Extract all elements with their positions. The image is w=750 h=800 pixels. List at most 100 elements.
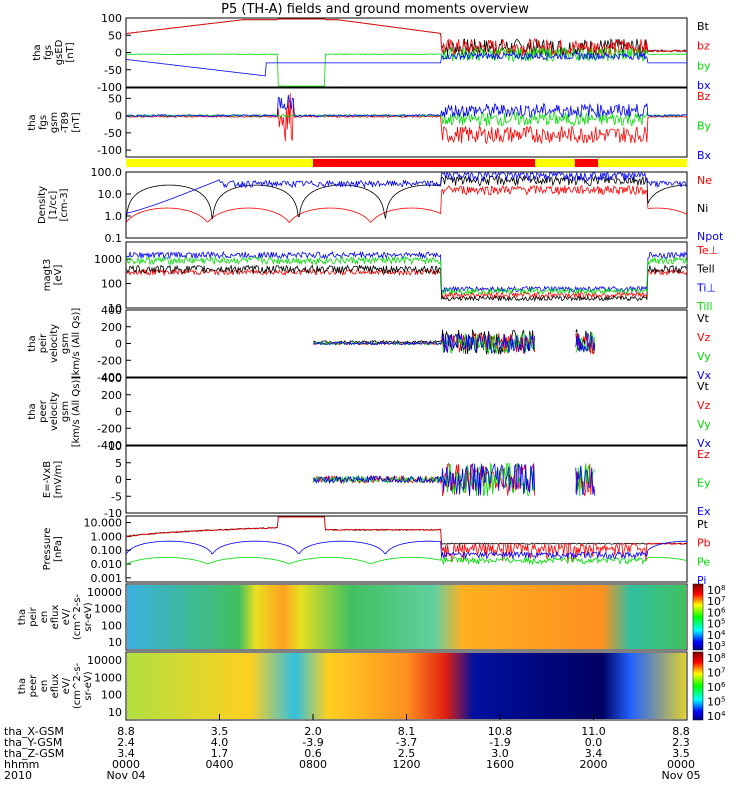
legend-bx: Bx xyxy=(697,149,712,162)
series-bx xyxy=(125,94,688,119)
y-tick-label: 400 xyxy=(101,304,122,317)
chart-title: P5 (TH-A) fields and ground moments over… xyxy=(221,2,529,17)
y-axis-label: [km/s (All Qs)] xyxy=(71,376,82,448)
x-tick-label: 2.0 xyxy=(304,725,322,738)
y-axis-label: velocity xyxy=(49,392,60,431)
legend-vt: Vt xyxy=(697,312,710,325)
y-tick-label: 0.1 xyxy=(105,232,123,245)
y-tick-label: -400 xyxy=(97,371,122,384)
x-tick-label: 8.8 xyxy=(672,725,690,738)
legend-by: By xyxy=(697,120,712,133)
x-tick-label: 3.5 xyxy=(672,747,690,760)
y-axis-label: fgs xyxy=(43,45,54,60)
x-row-label: tha_X-GSM xyxy=(4,725,64,738)
region-segment xyxy=(535,159,575,167)
series-vx xyxy=(313,333,596,354)
y-tick-label: 0.100 xyxy=(91,544,123,557)
series-npot xyxy=(125,171,688,214)
y-tick-label: 10000 xyxy=(87,586,122,599)
x-row-label: tha_Y-GSM xyxy=(4,736,62,749)
legend-ti: Ti⊥ xyxy=(696,281,716,294)
x-tick-label: 8.1 xyxy=(398,725,416,738)
series-ey xyxy=(312,462,596,497)
colorbar-label: 108 xyxy=(707,584,725,597)
x-tick-label: 1600 xyxy=(486,758,514,771)
panel-frame xyxy=(125,241,688,309)
y-tick-label: -100 xyxy=(97,81,122,94)
y-axis-label: magt3 xyxy=(42,259,53,292)
colorbar-label: 107 xyxy=(707,667,725,680)
y-axis-label: [nT] xyxy=(65,42,76,62)
colorbar-label: 105 xyxy=(707,618,725,631)
colorbar-label: 103 xyxy=(707,640,725,653)
y-tick-label: -10 xyxy=(104,507,122,520)
y-axis-label: eV/ xyxy=(61,677,72,694)
legend-vy: Vy xyxy=(697,350,711,363)
y-tick-label: 1.000 xyxy=(91,530,123,543)
y-tick-label: 0.001 xyxy=(91,572,123,585)
y-axis-label: (cm^2-s- xyxy=(72,662,83,709)
y-axis-label: gsm xyxy=(49,112,60,133)
y-tick-label: 0 xyxy=(115,406,122,419)
y-axis-label: peir xyxy=(38,333,49,353)
x-tick-label: 3.4 xyxy=(117,747,135,760)
legend-ne: Ne xyxy=(697,174,712,187)
x-tick-label: 3.4 xyxy=(585,747,603,760)
y-axis-label: [1/cc] xyxy=(48,191,59,220)
x-tick-label: 0800 xyxy=(299,758,327,771)
legend-tell: Tell xyxy=(696,263,715,276)
y-tick-label: 0 xyxy=(115,47,122,60)
legend-pt: Pt xyxy=(697,518,709,531)
y-axis-label: [eV] xyxy=(53,265,64,286)
x-tick-label: Nov 04 xyxy=(107,769,146,782)
y-tick-label: 10.0 xyxy=(98,188,123,201)
y-tick-label: 10 xyxy=(108,706,122,719)
y-axis-label: tha xyxy=(27,403,38,419)
y-axis-label: [nT] xyxy=(71,112,82,132)
y-axis-label: [cm-3] xyxy=(59,188,70,221)
y-tick-label: 100 xyxy=(101,12,122,25)
series-by xyxy=(125,46,688,87)
legend-pi: Pi xyxy=(697,574,706,587)
series-bx xyxy=(125,51,687,77)
colorbar-label: 105 xyxy=(707,696,725,709)
y-tick-label: -5 xyxy=(111,490,122,503)
colorbar-label: 108 xyxy=(707,652,725,665)
y-tick-label: 100.0 xyxy=(91,166,123,179)
colorbar-label: 106 xyxy=(707,681,726,694)
x-tick-label: 1200 xyxy=(393,758,421,771)
y-tick-label: 200 xyxy=(101,389,122,402)
legend-ez: Ez xyxy=(697,448,710,461)
y-tick-label: 1000 xyxy=(94,671,122,684)
panel-frame xyxy=(125,515,688,583)
colorbar xyxy=(692,583,704,651)
legend-vy: Vy xyxy=(697,418,711,431)
x-row-label: 2010 xyxy=(4,769,32,782)
legend-bx: bx xyxy=(697,79,711,92)
legend-ni: Ni xyxy=(697,202,708,215)
y-tick-label: 0 xyxy=(115,110,122,123)
legend-by: by xyxy=(697,59,711,72)
panel-frame xyxy=(125,171,688,239)
y-tick-label: 1000 xyxy=(94,253,122,266)
y-tick-label: 1.0 xyxy=(105,210,123,223)
y-axis-label: tha xyxy=(32,44,43,60)
spectrogram xyxy=(127,585,686,649)
y-axis-label: [mV/m] xyxy=(53,461,64,499)
x-tick-label: 3.5 xyxy=(211,725,229,738)
series-bz xyxy=(125,18,688,58)
y-axis-label: -T89 xyxy=(60,112,71,134)
x-tick-label: 2.4 xyxy=(117,736,135,749)
panel-frame xyxy=(125,377,688,446)
y-axis-label: velocity xyxy=(49,324,60,363)
y-axis-label: [nPa] xyxy=(53,536,64,562)
legend-vx: Vx xyxy=(697,369,712,382)
panel-frame xyxy=(125,583,688,651)
y-tick-label: 400 xyxy=(101,372,122,385)
x-tick-label: 11.0 xyxy=(581,725,606,738)
region-segment xyxy=(313,159,536,167)
series-bz xyxy=(125,93,688,145)
y-axis-label: en xyxy=(39,611,50,624)
legend-ex: Ex xyxy=(697,505,711,518)
